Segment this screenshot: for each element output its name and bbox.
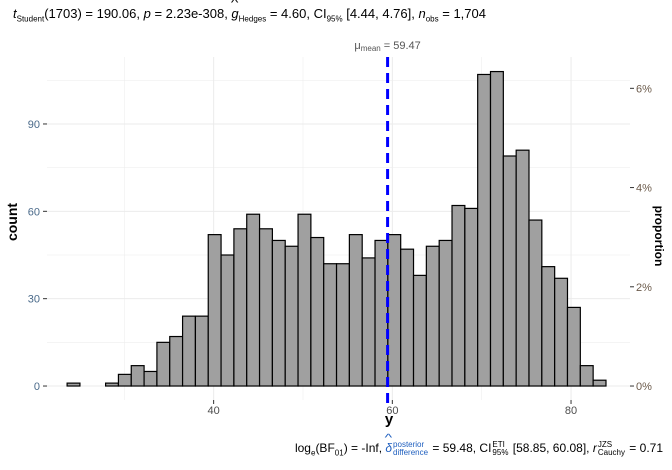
histogram-bar xyxy=(156,341,171,387)
t-sub: Student xyxy=(16,14,45,24)
log-sub: e xyxy=(310,448,316,458)
histogram-bar xyxy=(104,382,120,387)
histogram-bar xyxy=(297,213,312,387)
mean-symbol: μ xyxy=(354,40,360,52)
y-tick-label: 30 xyxy=(28,294,40,306)
bars xyxy=(66,70,607,387)
p-symbol: p xyxy=(143,6,151,21)
r-sup: JZS xyxy=(597,440,613,449)
delta-value: = 59.48, CI xyxy=(429,441,492,456)
y2-tick-label: 4% xyxy=(636,183,652,195)
histogram-bar xyxy=(412,274,427,387)
histogram-bar xyxy=(66,382,81,387)
histogram-bar xyxy=(310,236,325,387)
histogram-bar xyxy=(233,228,248,387)
n-sub: obs xyxy=(425,14,439,24)
ci-sub: 95% xyxy=(492,448,509,457)
mean-sub: mean xyxy=(361,44,381,53)
histogram-bar xyxy=(592,379,607,387)
t-symbol: t xyxy=(13,6,17,21)
bf-sub: 01 xyxy=(334,448,344,458)
t-value: (1703) = 190.06, xyxy=(44,6,144,21)
r-value: = 0.71 xyxy=(625,441,663,456)
y2-tick-label: 6% xyxy=(636,83,652,95)
y-tick-label: 60 xyxy=(28,206,40,218)
y-tick-label: 0 xyxy=(34,381,40,393)
ci-sup: ETI xyxy=(492,440,505,449)
x-axis-label: y xyxy=(385,411,394,428)
histogram-bar xyxy=(271,239,286,387)
r-sub: Cauchy xyxy=(597,448,625,457)
p-value: = 2.23e-308, xyxy=(150,6,232,21)
y-tick-label: 90 xyxy=(28,119,40,131)
ci-scripts: ETI 95% xyxy=(492,441,508,457)
histogram-bar xyxy=(246,213,261,387)
histogram-bar xyxy=(387,234,402,387)
ci-sub: 95% xyxy=(326,14,343,24)
histogram-bar xyxy=(143,370,158,387)
histogram-bar xyxy=(541,266,556,387)
g-symbol: g xyxy=(231,6,238,21)
mean-label: μmean = 59.47 xyxy=(354,40,420,53)
histogram-bar xyxy=(579,365,594,387)
y2-axis-label: proportion xyxy=(652,206,666,267)
histogram-bar xyxy=(464,207,479,387)
x-tick-label: 60 xyxy=(386,405,398,417)
histogram-bar xyxy=(361,257,376,387)
bf-value: ) = -Inf, xyxy=(343,441,386,456)
ci-value: [58.85, 60.08], xyxy=(509,441,593,456)
n-symbol: n xyxy=(418,6,426,21)
histogram-bar xyxy=(130,365,145,387)
histogram-bar xyxy=(258,228,273,387)
x-tick-label: 80 xyxy=(565,405,577,417)
histogram-bar xyxy=(335,263,350,387)
histogram-bar xyxy=(284,245,299,387)
bf-text: (BF xyxy=(315,441,335,456)
histogram-bar xyxy=(181,315,197,387)
histogram-bar xyxy=(477,73,492,387)
histogram-bar xyxy=(425,245,440,387)
histogram-bar xyxy=(348,234,363,387)
histogram-bar xyxy=(400,248,415,387)
log-text: log xyxy=(294,441,311,456)
histogram-bar xyxy=(323,263,338,387)
histogram-bar xyxy=(554,277,569,387)
y2-tick-label: 0% xyxy=(636,381,652,393)
mean-value: = 59.47 xyxy=(381,40,421,52)
r-scripts: JZS Cauchy xyxy=(598,441,625,457)
delta-sub: difference xyxy=(393,448,429,457)
r-symbol: r xyxy=(592,441,597,456)
histogram-bar xyxy=(566,306,581,387)
y2-tick-label: 2% xyxy=(636,282,652,294)
y-axis-label: count xyxy=(4,203,20,241)
g-value: = 4.60, CI xyxy=(266,6,327,21)
chart-caption: loge(BF01) = -Inf, δposteriordifference … xyxy=(295,441,663,458)
chart-title: tStudent(1703) = 190.06, p = 2.23e-308, … xyxy=(13,6,486,24)
histogram-bar xyxy=(117,373,132,387)
delta-scripts: posterior difference xyxy=(393,441,428,457)
histogram-bar xyxy=(502,155,517,387)
histogram-bar xyxy=(194,315,209,387)
histogram-bar xyxy=(451,204,466,387)
histogram-bar xyxy=(169,335,184,387)
axes: 40 60 80 0 30 60 90 0% 2% 4% 6% xyxy=(28,83,652,417)
histogram-bar xyxy=(489,70,504,387)
x-tick-label: 40 xyxy=(208,405,220,417)
histogram-bar xyxy=(438,239,453,387)
histogram-bar xyxy=(515,149,530,387)
delta-symbol: δ xyxy=(385,441,392,455)
histogram-bar xyxy=(220,254,235,387)
n-value: = 1,704 xyxy=(438,6,486,21)
histogram-bar xyxy=(374,239,389,387)
delta-sup: posterior xyxy=(393,440,425,449)
histogram-bar xyxy=(207,234,222,387)
histogram-bar xyxy=(528,219,543,387)
ci-value: [4.44, 4.76], xyxy=(342,6,419,21)
g-sub: Hedges xyxy=(238,14,267,24)
